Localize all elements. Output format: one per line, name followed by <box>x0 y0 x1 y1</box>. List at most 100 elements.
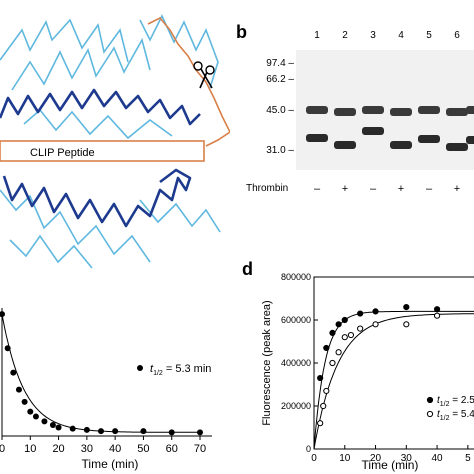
decay-chart: 0 10 20 30 40 50 60 70 Time (min) t1/2 = 5.3 min <box>0 308 212 471</box>
marker-label: 97.4 – <box>266 58 294 69</box>
y-tick-label: 600000 <box>281 315 311 325</box>
gel-band-lower <box>390 141 412 149</box>
data-point-open <box>372 321 379 328</box>
data-point <box>49 422 56 429</box>
data-point-filled <box>357 310 364 317</box>
x-tick-label: 0 <box>0 443 5 455</box>
data-point <box>15 386 22 393</box>
data-point-open <box>329 359 336 367</box>
thrombin-signs: –+–+–+– <box>314 183 474 195</box>
x-tick-label: 60 <box>166 443 178 455</box>
data-point <box>168 429 175 436</box>
data-point-filled <box>323 344 330 352</box>
data-point <box>83 426 90 433</box>
protein-structure: CLIP Peptide <box>0 14 230 269</box>
gel-panel: b 1234567 97.4 –66.2 –45.0 –31.0 – Throm… <box>236 22 474 195</box>
data-point <box>140 428 147 435</box>
panel-letter-b: b <box>236 22 247 42</box>
x-tick-label: 10 <box>339 453 351 464</box>
y-tick-label: 200000 <box>281 401 311 411</box>
legend-entry: t1/2 = 5.4 <box>437 409 474 422</box>
gel-band-upper <box>334 108 356 116</box>
data-point <box>69 425 76 432</box>
gel-band-upper <box>390 108 412 116</box>
x-axis-title: Time (min) <box>82 457 139 471</box>
thrombin-sign: + <box>454 183 460 195</box>
thrombin-sign: – <box>370 183 377 195</box>
x-tick-label: 0 <box>311 453 317 464</box>
linker-chain <box>205 131 230 147</box>
data-point <box>197 429 203 436</box>
thrombin-sign: + <box>342 183 348 195</box>
data-point-filled <box>335 321 342 328</box>
thrombin-label: Thrombin <box>246 183 288 194</box>
marker-labels: 97.4 – 66.2 – 45.0 – 31.0 – <box>266 58 294 156</box>
legend-marker <box>426 410 434 418</box>
sheet-strand <box>0 18 129 63</box>
data-point-open <box>323 387 330 395</box>
x-tick-label: 20 <box>370 453 382 464</box>
data-point <box>32 413 39 420</box>
x-tick-label: 10 <box>24 443 36 455</box>
y-axis-title: Fluorescence (peak area) <box>261 300 273 425</box>
data-point-open <box>335 349 342 356</box>
gel-band-upper <box>362 106 384 114</box>
gel-band-upper <box>306 106 328 114</box>
lane-number: 2 <box>342 30 348 41</box>
gel-band-upper <box>418 106 440 114</box>
data-point-open <box>347 331 355 339</box>
marker-label: 45.0 – <box>266 105 294 116</box>
y-tick-label: 800000 <box>281 272 311 282</box>
data-point-filled <box>341 316 348 324</box>
y-tick-label: 400000 <box>281 358 311 368</box>
x-tick-label: 5 <box>465 453 471 464</box>
panel-letter-d: d <box>242 259 253 279</box>
lane-numbers: 1234567 <box>314 30 460 41</box>
data-point-open <box>357 325 364 332</box>
data-point-filled <box>433 306 441 313</box>
y-tick-label: 0 <box>306 444 311 454</box>
legend-entry: t1/2 = 2.5 <box>437 395 474 408</box>
linker-chain <box>147 17 230 133</box>
sheet-strand <box>11 37 151 91</box>
gel-band-lower <box>334 141 356 149</box>
x-tick-label: 20 <box>52 443 64 455</box>
data-point-open <box>317 420 324 427</box>
x-tick-label: 40 <box>432 453 444 464</box>
gel-band-upper <box>446 108 468 116</box>
data-point-open <box>433 312 441 319</box>
lane-number: 4 <box>398 30 404 41</box>
x-axis-title: Time (min) <box>362 458 419 472</box>
sheet-strand <box>9 234 93 269</box>
data-point-open <box>341 334 348 341</box>
data-point <box>10 369 17 376</box>
data-point <box>41 418 48 425</box>
alpha-helix <box>0 88 201 126</box>
lane-number: 3 <box>370 30 376 41</box>
x-tick-label: 40 <box>109 443 121 455</box>
x-tick-label: 30 <box>81 443 93 455</box>
data-point <box>4 345 11 352</box>
sheet-strand <box>23 108 173 140</box>
fit-curve <box>313 313 474 450</box>
marker-label: 66.2 – <box>266 74 294 85</box>
data-point <box>98 428 104 435</box>
data-point <box>21 398 28 405</box>
data-point-filled <box>372 308 379 315</box>
marker-label: 31.0 – <box>266 145 294 156</box>
gel-band-lower <box>418 135 440 143</box>
data-point-open <box>403 321 410 328</box>
lane-number: 1 <box>314 30 320 41</box>
data-point <box>112 428 119 435</box>
gel-bands <box>306 106 474 151</box>
thrombin-sign: + <box>398 183 404 195</box>
gel-band-lower <box>306 134 328 142</box>
data-point <box>27 408 34 415</box>
half-life-annotation: t1/2 = 5.3 min <box>150 363 211 377</box>
data-point <box>0 311 5 318</box>
legend-marker <box>426 396 434 404</box>
gel-band-upper <box>466 106 474 114</box>
data-point-open <box>320 402 327 410</box>
data-point-filled <box>317 374 324 382</box>
sheet-strand <box>0 189 151 263</box>
